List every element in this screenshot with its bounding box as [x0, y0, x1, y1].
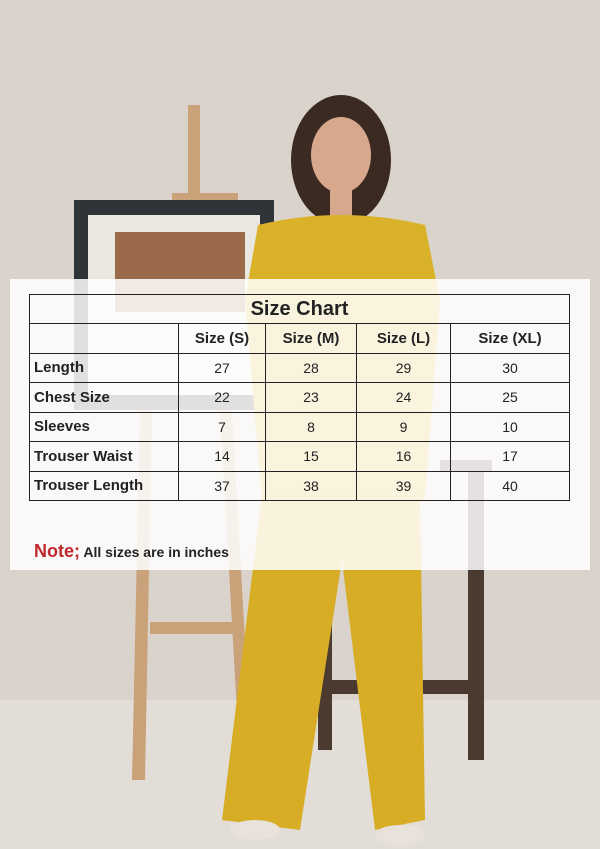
header-row: Size (S) Size (M) Size (L) Size (XL)	[29, 323, 570, 354]
table-row: Length 27 28 29 30	[29, 352, 570, 383]
cell: 27	[178, 352, 266, 383]
column-header: Size (L)	[356, 323, 451, 354]
cell: 38	[265, 470, 357, 501]
cell: 9	[356, 411, 451, 442]
table-row: Trouser Waist 14 15 16 17	[29, 441, 570, 472]
row-label: Chest Size	[29, 382, 179, 413]
cell: 37	[178, 470, 266, 501]
cell: 8	[265, 411, 357, 442]
cell: 15	[265, 441, 357, 472]
row-label: Sleeves	[29, 411, 179, 442]
row-label: Length	[29, 352, 179, 383]
cell: 16	[356, 441, 451, 472]
row-label: Trouser Length	[29, 470, 179, 501]
cell: 7	[178, 411, 266, 442]
note-label: Note;	[34, 541, 80, 561]
table-row: Trouser Length 37 38 39 40	[29, 470, 570, 501]
table-row: Sleeves 7 8 9 10	[29, 411, 570, 442]
header-empty-cell	[29, 323, 179, 354]
cell: 22	[178, 382, 266, 413]
column-header: Size (S)	[178, 323, 266, 354]
cell: 39	[356, 470, 451, 501]
row-label: Trouser Waist	[29, 441, 179, 472]
cell: 25	[450, 382, 570, 413]
table-row: Chest Size 22 23 24 25	[29, 382, 570, 413]
cell: 17	[450, 441, 570, 472]
units-note: Note; All sizes are in inches	[34, 541, 229, 562]
size-chart-title: Size Chart	[29, 294, 570, 324]
cell: 28	[265, 352, 357, 383]
note-text: All sizes are in inches	[83, 544, 229, 560]
column-header: Size (M)	[265, 323, 357, 354]
cell: 10	[450, 411, 570, 442]
column-header: Size (XL)	[450, 323, 570, 354]
cell: 14	[178, 441, 266, 472]
cell: 30	[450, 352, 570, 383]
cell: 24	[356, 382, 451, 413]
cell: 40	[450, 470, 570, 501]
cell: 29	[356, 352, 451, 383]
cell: 23	[265, 382, 357, 413]
size-chart-table: Size Chart Size (S) Size (M) Size (L) Si…	[29, 294, 570, 501]
